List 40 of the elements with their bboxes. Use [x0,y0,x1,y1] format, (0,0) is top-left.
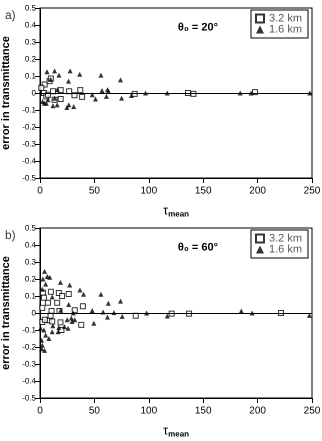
y-tick-label: 0.1 [24,72,37,80]
y-tick-label: -0.3 [22,140,37,148]
y-tick-label: 0.4 [24,240,37,250]
x-tick-label: 100 [140,186,158,196]
x-tick-label: 100 [140,406,158,416]
x-tick-label: 250 [304,186,321,196]
y-tick-label: 0.2 [24,274,37,284]
annotation: θ₀ = 60° [178,242,218,254]
y-tick-label: 0.4 [24,20,37,30]
y-tick-label: 0.3 [24,258,37,266]
chart-title: b) [5,228,16,242]
x-tick-label: 250 [304,406,321,416]
x-tick-label: 150 [194,186,212,196]
y-tick-label: -0.4 [22,156,37,166]
y-tick-label: 0.3 [24,38,37,46]
y-tick-label: -0.3 [22,360,37,368]
y-tick-label: 0.5 [24,224,37,232]
y-tick-label: -0.5 [22,394,37,402]
x-tick-label: 150 [194,406,212,416]
y-tick-label: 0.5 [24,4,37,12]
y-tick-label: -0.1 [22,106,37,114]
y-tick-label: -0.2 [22,122,37,132]
x-tick-label: 50 [88,186,100,196]
legend-label: 3.2 km [268,232,302,244]
y-axis-title: error in transmittance [0,256,12,370]
legend-label: 1.6 km [268,24,302,36]
y-tick-label: 0.2 [24,54,37,64]
x-tick-label: 50 [88,406,100,416]
y-tick-label: -0.4 [22,376,37,386]
chart-title: a) [5,8,16,22]
y-tick-label: -0.5 [22,174,37,182]
y-tick-label: -0.2 [22,342,37,352]
legend-label: 1.6 km [268,244,302,256]
legend-label: 3.2 km [268,12,302,24]
y-axis-title: error in transmittance [0,36,12,150]
x-tick-label: 200 [249,186,266,196]
annotation: θ₀ = 20° [178,22,218,34]
y-tick-label: 0.1 [24,292,37,300]
x-tick-label: 200 [249,406,266,416]
y-tick-label: -0.1 [22,326,37,334]
